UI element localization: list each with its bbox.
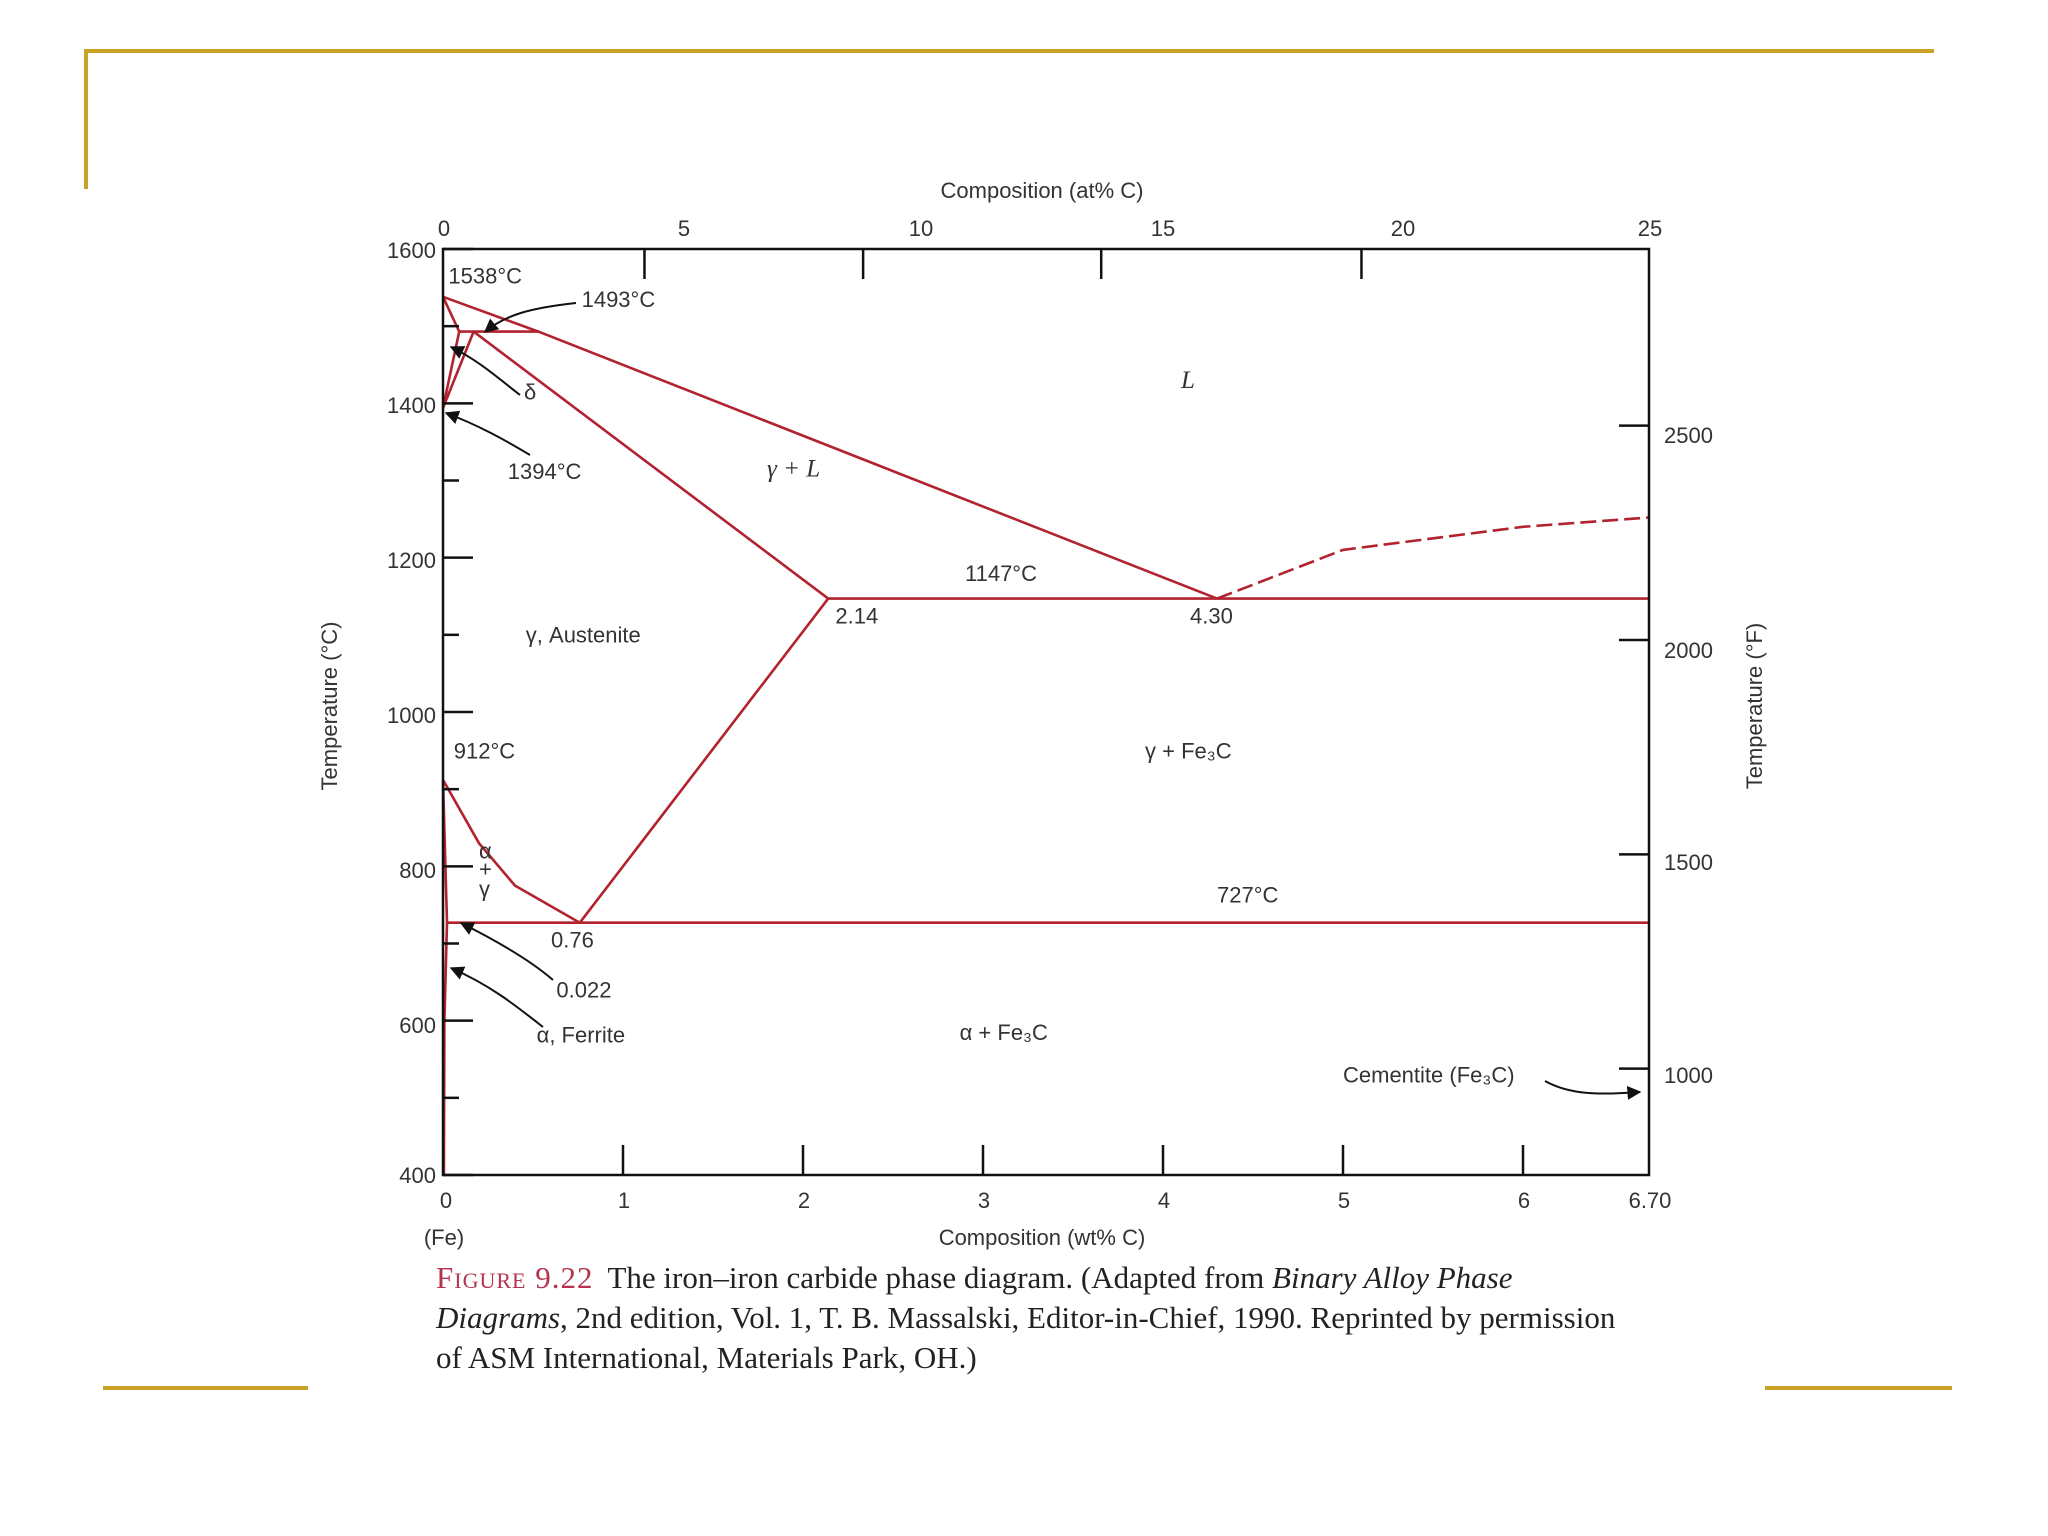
curve-ferrite-solvus: [442, 922, 449, 1176]
curve-liquidus: [442, 295, 1218, 600]
x-tick-label-4: 4: [1158, 1188, 1170, 1213]
label-alphaFe3C: α + Fe₃C: [960, 1020, 1048, 1045]
x-tick-label-6: 6: [1518, 1188, 1530, 1213]
x-top-axis-label: Composition (at% C): [941, 178, 1144, 203]
x-tick-label-6-70: 6.70: [1629, 1188, 1672, 1213]
caption-text-2: , 2nd edition, Vol. 1, T. B. Massalski, …: [436, 1300, 1616, 1375]
y-axis-label: Temperature (°C): [317, 622, 342, 791]
y-tick-label-1400: 1400: [387, 393, 436, 418]
label-c076: 0.76: [551, 927, 594, 952]
x-top-tick-label-0: 0: [438, 216, 450, 241]
y-tick-label-1000: 1000: [387, 703, 436, 728]
y-right-tick-label-2500: 2500: [1664, 423, 1713, 448]
label-c430: 4.30: [1190, 603, 1233, 628]
y-right-tick-label-2000: 2000: [1664, 638, 1713, 663]
leader-delta: [449, 346, 521, 396]
y-tick-label-400: 400: [399, 1163, 436, 1188]
curve-austenite-solidus: [472, 330, 829, 600]
caption-source-title: Binary Alloy Phase Diagrams: [436, 1260, 1513, 1335]
label-gamma: γ: [479, 876, 490, 901]
y-tick-label-1200: 1200: [387, 548, 436, 573]
x-tick-label-0: 0: [440, 1188, 452, 1213]
curve-delta-gamma-lower: [441, 331, 475, 409]
axis-ticks: [443, 247, 1649, 1177]
curve-liquidus-hypereutectic: [1216, 516, 1650, 600]
label-cementite: Cementite (Fe₃C): [1343, 1062, 1515, 1087]
x-tick-sublabel-fe: (Fe): [424, 1225, 464, 1250]
curve-acm-line: [578, 597, 830, 924]
caption-figure-label: Figure 9.22: [436, 1260, 594, 1295]
x-tick-label-5: 5: [1338, 1188, 1350, 1213]
label-c0022: 0.022: [556, 978, 611, 1003]
x-tick-label-2: 2: [798, 1188, 810, 1213]
y-tick-label-800: 800: [399, 858, 436, 883]
x-top-tick-label-20: 20: [1391, 216, 1415, 241]
label-delta: δ: [524, 380, 536, 405]
bottom-left-accent-rule: [103, 1386, 308, 1390]
label-t1538: 1538°C: [448, 264, 522, 289]
label-t1493: 1493°C: [582, 287, 656, 312]
y-right-tick-label-1000: 1000: [1664, 1063, 1713, 1088]
annotation-leaders: [444, 302, 1642, 1100]
y-tick-label-1600: 1600: [387, 238, 436, 263]
label-t1147: 1147°C: [965, 561, 1037, 586]
leader-1493: [483, 302, 577, 333]
label-ferrite: α, Ferrite: [537, 1022, 626, 1047]
leader-ferrite: [449, 966, 544, 1028]
y-right-axis-label: Temperature (°F): [1742, 623, 1767, 790]
top-accent-rule: [84, 49, 1934, 53]
caption-text-1: The iron–iron carbide phase diagram. (Ad…: [607, 1260, 1273, 1295]
x-tick-label-1: 1: [618, 1188, 630, 1213]
curve-a3-line: [441, 779, 581, 924]
x-tick-label-3: 3: [978, 1188, 990, 1213]
label-alpha: α: [479, 839, 492, 864]
leader-0022: [459, 922, 554, 981]
region-labels: 1538°C 1493°C δ 1394°C γ + L L 1147°C 2.14 4.30 γ…: [448, 264, 1514, 1088]
bottom-right-accent-rule: [1765, 1386, 1952, 1390]
label-austenite: γ, Austenite: [526, 623, 641, 648]
x-top-tick-label-15: 15: [1151, 216, 1175, 241]
leader-1394: [444, 410, 531, 456]
figure-caption: Figure 9.22 The iron–iron carbide phase d…: [436, 1258, 1616, 1378]
x-axis-label: Composition (wt% C): [939, 1225, 1146, 1250]
label-gammaFe3C: γ + Fe₃C: [1145, 738, 1232, 763]
label-c214: 2.14: [835, 603, 878, 628]
left-accent-rule: [84, 49, 88, 189]
y-right-tick-label-1500: 1500: [1664, 850, 1713, 875]
label-plus: +: [479, 856, 492, 881]
label-t1394: 1394°C: [508, 459, 582, 484]
x-top-tick-label-25: 25: [1638, 216, 1662, 241]
label-t912: 912°C: [454, 738, 516, 763]
y-tick-label-600: 600: [399, 1013, 436, 1038]
label-t727: 727°C: [1217, 883, 1279, 908]
label-L: L: [1180, 367, 1195, 394]
x-top-tick-label-10: 10: [909, 216, 933, 241]
curve-delta-gamma-upper: [441, 331, 461, 409]
x-top-tick-label-5: 5: [678, 216, 690, 241]
label-gammaL: γ + L: [767, 456, 820, 483]
leader-cementite: [1544, 1080, 1642, 1100]
